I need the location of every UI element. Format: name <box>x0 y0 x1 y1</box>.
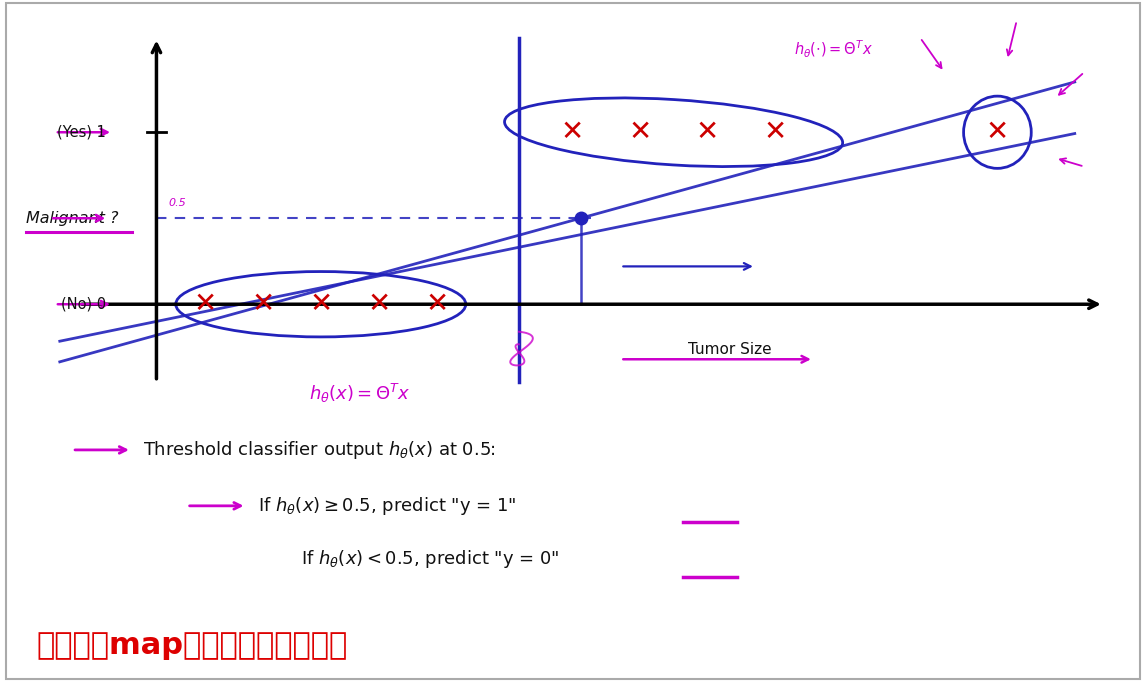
Text: 线性回归map到二分类不可行举例: 线性回归map到二分类不可行举例 <box>37 631 348 660</box>
Text: 0.5: 0.5 <box>168 198 186 208</box>
Text: (Yes) 1: (Yes) 1 <box>57 125 107 140</box>
Text: Threshold classifier output $h_\theta(x)$ at 0.5:: Threshold classifier output $h_\theta(x)… <box>143 439 496 461</box>
Text: ✕: ✕ <box>251 291 274 318</box>
Text: Tumor Size: Tumor Size <box>688 342 771 357</box>
Text: ✕: ✕ <box>763 118 786 146</box>
Text: (No) 0: (No) 0 <box>61 297 107 312</box>
Text: ✕: ✕ <box>986 118 1008 146</box>
Text: ✕: ✕ <box>309 291 332 318</box>
Text: $h_\theta(\cdot) = \Theta^Tx$: $h_\theta(\cdot) = \Theta^Tx$ <box>794 39 873 60</box>
Text: ✕: ✕ <box>696 118 719 146</box>
Text: ✕: ✕ <box>628 118 651 146</box>
Text: $h_\theta(x) = \Theta^Tx$: $h_\theta(x) = \Theta^Tx$ <box>308 382 410 405</box>
Text: ✕: ✕ <box>367 291 391 318</box>
Text: Malignant ?: Malignant ? <box>26 211 118 226</box>
Text: ✕: ✕ <box>194 291 217 318</box>
Text: ✕: ✕ <box>425 291 448 318</box>
Text: If $h_\theta(x) \geq 0.5$, predict "y = 1": If $h_\theta(x) \geq 0.5$, predict "y = … <box>258 495 516 517</box>
Text: If $h_\theta(x) < 0.5$, predict "y = 0": If $h_\theta(x) < 0.5$, predict "y = 0" <box>301 548 559 570</box>
Text: ✕: ✕ <box>560 118 583 146</box>
